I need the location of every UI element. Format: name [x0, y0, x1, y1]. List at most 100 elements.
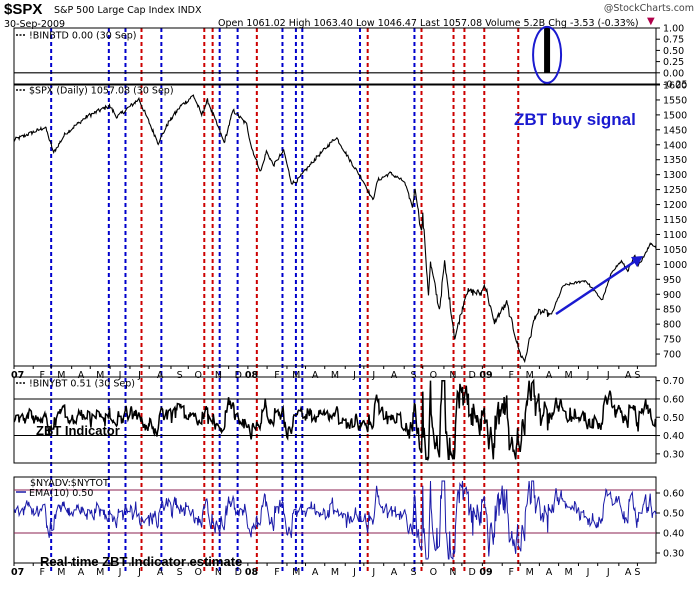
nyadv-x-tick-label: S	[177, 567, 183, 578]
nyadv-x-tick-label: N	[449, 567, 456, 578]
spx-tick-label: 1400	[663, 140, 687, 151]
spx-tick-label: 900	[663, 290, 681, 301]
zbt-caption: ZBT Indicator	[36, 423, 120, 438]
nyadv-x-tick-label: D	[468, 567, 475, 578]
spx-x-tick-label: M	[96, 370, 104, 381]
spx-x-tick-label: S	[410, 370, 416, 381]
spx-x-tick-label: M	[564, 370, 572, 381]
nyadv-x-tick-label: M	[292, 567, 300, 578]
nyadv-indicator-line	[13, 480, 657, 561]
spx-x-tick-label: O	[194, 370, 201, 381]
spx-price-line	[13, 94, 657, 364]
quote-low-value: 1046.47	[377, 18, 417, 29]
spx-x-tick-label: J	[371, 370, 375, 381]
spx-tick-label: 800	[663, 320, 681, 331]
spx-x-tick-label: F	[39, 370, 44, 381]
quote-open-value: 1061.02	[246, 18, 286, 29]
spx-x-tick-label: D	[468, 370, 475, 381]
nyadv-x-tick-label: S	[634, 567, 640, 578]
spx-x-tick-label: A	[391, 370, 398, 381]
nyadv-x-tick-label: M	[564, 567, 572, 578]
nyadv-x-tick-label: O	[430, 567, 437, 578]
quote-high-label: High	[288, 18, 311, 29]
panel-frame-binbtd	[13, 27, 657, 85]
spx-tick-label: 1500	[663, 110, 687, 121]
zbt-tick-label: 0.70	[663, 376, 684, 387]
spx-tick-label: 1150	[663, 215, 687, 226]
spx-x-tick-label: F	[274, 370, 279, 381]
spx-x-tick-label: F	[508, 370, 513, 381]
spx-x-tick-label: 07	[11, 370, 24, 381]
zbt-label: !BINYBT 0.51 (30 Sep)	[29, 379, 135, 390]
ema-label: EMA(10) 0.50	[29, 488, 93, 499]
nyadv-label: $NYADV:$NYTOT	[30, 478, 109, 489]
binbtd-tick-label: 0.50	[663, 46, 684, 57]
nyadv-x-tick-label: A	[78, 567, 85, 578]
spx-label: $SPX (Daily) 1057.08 (30 Sep)	[29, 86, 174, 97]
quote-high-value: 1063.40	[313, 18, 353, 29]
nyadv-x-tick-label: A	[625, 567, 632, 578]
spx-x-tick-label: 09	[479, 370, 492, 381]
zbt-tick-label: 0.50	[663, 413, 684, 424]
quote-volume-label: Volume	[485, 18, 521, 29]
nyadv-x-tick-label: A	[157, 567, 164, 578]
nyadv-x-tick-label: 09	[479, 567, 492, 578]
binbtd-tick-label: -0.25	[663, 80, 688, 91]
spx-tick-label: 1300	[663, 170, 687, 181]
spx-x-tick-label: S	[634, 370, 640, 381]
spx-x-tick-label: A	[625, 370, 632, 381]
chart-symbol: $SPX	[4, 1, 43, 18]
trend-arrow-head	[631, 256, 643, 267]
spx-tick-label: 700	[663, 350, 681, 361]
spx-tick-label: 1100	[663, 230, 687, 241]
panel-frame-spx	[13, 84, 657, 367]
nyadv-tick-label: 0.30	[663, 549, 684, 560]
spx-x-tick-label: O	[430, 370, 437, 381]
spx-tick-label: 1000	[663, 260, 687, 271]
spx-x-tick-label: J	[606, 370, 610, 381]
spx-panel: 1600 1550 1500 1450 1400 1350 1300 1250 1200 1150…	[13, 81, 687, 364]
zbt-tick-label: 0.40	[663, 431, 684, 442]
nyadv-x-tick-label: F	[274, 567, 279, 578]
quote-last-label: Last	[420, 18, 440, 29]
nyadv-x-tick-label: J	[137, 567, 141, 578]
nyadv-x-tick-label: J	[352, 567, 356, 578]
spx-x-tick-label: J	[137, 370, 141, 381]
nyadv-x-tick-label: J	[606, 567, 610, 578]
spx-x-tick-label: S	[177, 370, 183, 381]
quote-date: 30-Sep-2009	[4, 19, 66, 30]
spx-tick-label: 1600	[663, 81, 687, 92]
spx-tick-label: 1050	[663, 245, 687, 256]
nyadv-x-tick-label: M	[57, 567, 65, 578]
quote-low-label: Low	[355, 18, 375, 29]
nyadv-x-tick-label: M	[96, 567, 104, 578]
binbtd-tick-label: 0.75	[663, 35, 684, 46]
zbt-tick-label: 0.30	[663, 449, 684, 460]
panel-frame-nyadv	[13, 476, 657, 564]
x-axes: 07 F M A M J J A S O N D 08 F M A M J J A S O N D 09 F M A M J J A S07 F M…	[11, 366, 640, 578]
quote-change-label: Chg	[548, 18, 567, 29]
nyadv-x-tick-label: D	[235, 567, 242, 578]
spx-x-tick-label: M	[526, 370, 534, 381]
spx-tick-label: 1250	[663, 185, 687, 196]
spx-tick-label: 750	[663, 335, 681, 346]
binbtd-tick-label: 0.25	[663, 57, 684, 68]
binbtd-tick-label: 0.00	[663, 68, 684, 79]
spx-x-tick-label: M	[331, 370, 339, 381]
spx-tick-label: 1550	[663, 95, 687, 106]
binbtd-panel: 1.000.750.500.250.00-0.25 !BINBTD 0.00 (3…	[14, 24, 688, 91]
spx-x-tick-label: A	[157, 370, 164, 381]
brand-watermark: @StockCharts.com	[603, 3, 694, 14]
spx-tick-label: 1450	[663, 125, 687, 136]
nyadv-x-tick-label: 08	[245, 567, 259, 578]
nyadv-x-tick-label: A	[546, 567, 553, 578]
nyadv-tick-label: 0.40	[663, 529, 684, 540]
buy-signal-annotation: ZBT buy signal	[514, 110, 636, 129]
trend-arrow-line	[555, 258, 638, 316]
zbt-indicator-line	[13, 378, 657, 462]
spx-x-tick-label: A	[546, 370, 553, 381]
annotations: ZBT buy signal	[514, 110, 643, 316]
nyadv-tick-label: 0.50	[663, 509, 684, 520]
nyadv-x-tick-label: M	[331, 567, 339, 578]
